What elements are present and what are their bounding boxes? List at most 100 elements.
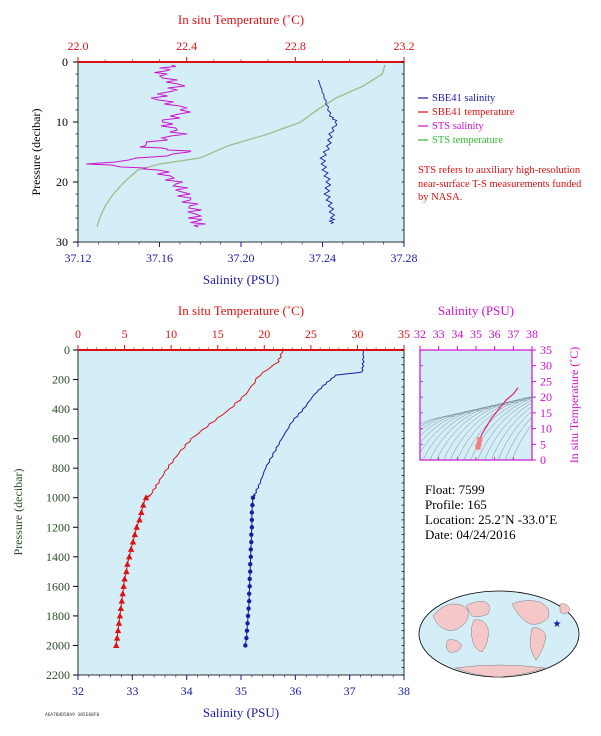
top-panel: 22.0 22.4 22.8 23.2 37.12 37.16 37.20 37.24 37.2… <box>29 12 418 287</box>
salinity-marker <box>249 517 255 523</box>
ts-temp-axis-label: In situ Temperature (˚C) <box>567 347 581 464</box>
ts-density-contour <box>443 397 532 460</box>
salinity-marker <box>244 635 249 641</box>
temperature-marker <box>118 597 125 604</box>
bottom-temp-tick-label: 5 <box>122 327 128 341</box>
ts-deep-marker <box>476 441 482 447</box>
ts-temp-tick-label: 5 <box>540 437 546 451</box>
salinity-marker <box>249 532 254 537</box>
bottom-pres-tick-label: 1000 <box>46 491 70 505</box>
salinity-marker <box>243 643 248 648</box>
top-pres-tick-label: 30 <box>56 235 68 249</box>
ts-sal-tick-label: 33 <box>433 327 445 341</box>
salinity-marker <box>249 539 254 545</box>
map-land-antarctica <box>454 664 546 678</box>
top-sal-tick-label: 37.16 <box>146 251 173 265</box>
ts-deep-marker <box>475 444 481 450</box>
top-ticks: 22.0 22.4 22.8 23.2 37.12 37.16 37.20 37.24 37.2… <box>56 39 418 265</box>
temperature-marker <box>123 568 130 575</box>
salinity-marker <box>244 628 250 633</box>
bottom-pres-tick-label: 1600 <box>46 579 70 593</box>
temperature-marker <box>129 538 137 545</box>
ts-temp-tick-label: 10 <box>540 422 552 436</box>
salinity-marker <box>249 510 255 515</box>
temperature-marker <box>136 516 143 523</box>
temperature-marker <box>120 582 127 589</box>
top-temp-tick-label: 22.4 <box>176 39 197 53</box>
map-land-south-america <box>529 627 547 661</box>
sbe41-salinity-line <box>318 79 338 225</box>
temperature-marker <box>114 627 122 634</box>
map-ocean <box>418 590 580 678</box>
map-land-africa <box>471 619 489 653</box>
salinity-marker <box>246 598 252 604</box>
float-info-block: Float: 7599 Profile: 165 Location: 25.2˚… <box>425 482 557 542</box>
ts-density-contour <box>422 403 510 460</box>
temperature-marker <box>113 634 121 641</box>
bottom-pres-tick-label: 2000 <box>46 638 70 652</box>
salinity-marker <box>248 562 253 567</box>
temperature-marker <box>131 531 139 538</box>
sts-temperature-line <box>96 64 386 228</box>
bottom-temp-tick-label: 30 <box>351 327 363 341</box>
temperature-marker <box>124 560 131 567</box>
ts-series <box>475 387 519 450</box>
bottom-sal-tick-label: 32 <box>72 684 84 698</box>
sts-salinity-line <box>86 64 206 228</box>
bottom-pres-tick-label: 1800 <box>46 609 70 623</box>
bottom-panel: 0 5 10 15 20 25 30 35 32 33 34 35 36 37 38 0 200 400 600 80… <box>11 303 410 720</box>
top-pres-tick-label: 20 <box>56 175 68 189</box>
float-id: Float: 7599 <box>425 482 485 497</box>
salinity-marker <box>245 613 251 619</box>
legend-label-sts-salinity: STS salinity <box>432 121 484 132</box>
ts-density-contour <box>420 409 483 437</box>
ts-density-contour <box>429 401 519 460</box>
bottom-temp-tick-label: 25 <box>305 327 317 341</box>
ts-density-contour <box>420 405 501 454</box>
profile-number: Profile: 165 <box>425 497 487 512</box>
temperature-marker <box>127 545 135 552</box>
temperature-marker <box>142 494 150 501</box>
bottom-temp-axis-label: In situ Temperature (˚C) <box>178 303 304 318</box>
bottom-temp-tick-label: 15 <box>212 327 224 341</box>
bottom-sal-tick-label: 34 <box>181 684 193 698</box>
world-map: ★ <box>418 590 580 678</box>
top-sal-tick-label: 37.20 <box>228 251 255 265</box>
map-land-asia <box>432 603 469 631</box>
footer-code: A6A7B4D58A9 305E60F0 <box>45 712 99 718</box>
temperature-marker <box>119 590 126 597</box>
top-sal-tick-label: 37.12 <box>65 251 92 265</box>
temperature-marker <box>140 501 147 508</box>
ts-density-contour <box>484 402 532 460</box>
temperature-marker <box>126 553 133 560</box>
ts-sal-tick-label: 37 <box>507 327 519 341</box>
ts-temp-tick-label: 35 <box>540 343 552 357</box>
bottom-plot-area <box>77 349 405 676</box>
salinity-marker <box>247 584 252 589</box>
temperature-marker <box>117 605 125 612</box>
temperature-marker <box>116 612 124 619</box>
salinity-marker <box>248 554 253 560</box>
location: Location: 25.2˚N -33.0˚E <box>425 512 558 527</box>
legend-label-sbe41-temperature: SBE41 temperature <box>432 107 515 118</box>
bottom-sal-tick-label: 33 <box>126 684 138 698</box>
top-series <box>86 64 386 228</box>
temperature-marker <box>115 619 123 626</box>
ts-sal-tick-label: 38 <box>526 327 538 341</box>
bottom-pres-tick-label: 0 <box>64 343 70 357</box>
map-land-europe <box>465 601 490 617</box>
ts-sal-tick-label: 36 <box>489 327 501 341</box>
salinity-marker <box>249 525 255 530</box>
temperature-marker <box>133 523 140 530</box>
ts-density-contour <box>436 399 528 460</box>
ts-density-contour <box>420 415 456 425</box>
ts-density-contour <box>420 407 492 444</box>
bottom-temp-tick-label: 0 <box>75 327 81 341</box>
ts-sal-tick-label: 35 <box>470 327 482 341</box>
bottom-ticks: 0 5 10 15 20 25 30 35 32 33 34 35 36 37 38 0 200 400 600 80… <box>46 327 410 698</box>
salinity-marker <box>246 606 251 611</box>
map-land-greenland <box>559 603 571 614</box>
bottom-series <box>112 349 365 648</box>
salinity-marker <box>248 547 253 552</box>
legend-label-sbe41-salinity: SBE41 salinity <box>432 93 496 104</box>
